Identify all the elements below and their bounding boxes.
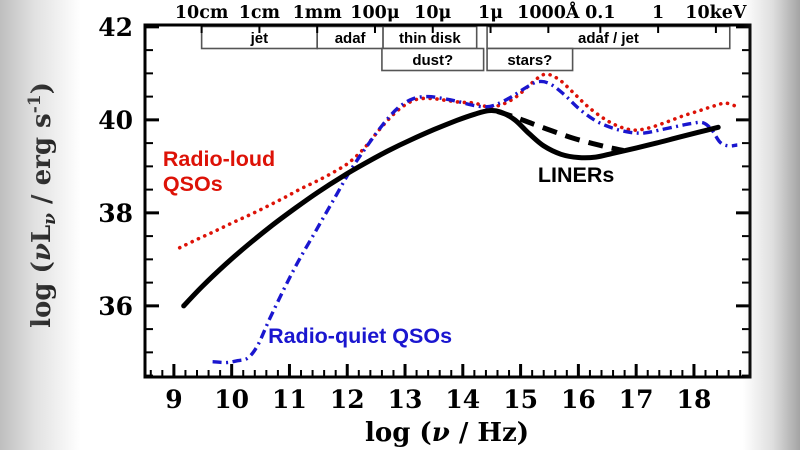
top-axis-label: 1mm xyxy=(293,3,343,23)
region-box-dust- xyxy=(381,47,485,72)
region-box-label: thin disk xyxy=(399,30,461,47)
region-box-label: stars? xyxy=(507,52,552,69)
x-tick-label: 13 xyxy=(388,385,423,414)
region-box-stars- xyxy=(486,47,574,72)
region-box-label: adaf xyxy=(335,30,367,47)
x-tick-label: 10 xyxy=(214,385,249,414)
curve-radio-quiet-qsos xyxy=(212,79,738,365)
curve-radio-loud-qsos xyxy=(177,72,740,250)
curve-liners xyxy=(181,107,721,309)
top-axis-label: 100μ xyxy=(350,3,400,23)
top-axis-label: 1μ xyxy=(478,3,503,23)
top-axis-label: 0.1 xyxy=(585,3,615,23)
x-tick-label: 14 xyxy=(445,385,480,414)
y-tick-label: 42 xyxy=(98,13,133,42)
x-axis-title: log (ν / Hz) xyxy=(365,418,529,448)
x-tick-label: 11 xyxy=(272,385,307,414)
y-tick-label: 40 xyxy=(98,106,133,135)
x-tick-label: 12 xyxy=(330,385,365,414)
top-axis-label: 1000Å xyxy=(517,1,580,23)
x-tick-label: 17 xyxy=(619,385,654,414)
top-axis-label: 10cm xyxy=(175,3,229,23)
y-tick-label: 38 xyxy=(98,199,133,228)
region-box-label: dust? xyxy=(412,52,453,69)
x-tick-label: 18 xyxy=(677,385,712,414)
top-axis-label: 10keV xyxy=(685,3,747,23)
x-tick-label: 9 xyxy=(165,385,182,414)
top-axis-label: 1 xyxy=(652,3,664,23)
y-axis-title: log (νLν / erg s-1) xyxy=(25,82,60,328)
top-axis-label: 1cm xyxy=(239,3,281,23)
region-box-label: adaf / jet xyxy=(578,30,639,47)
series-label-radio-quiet-qsos: Radio-quiet QSOs xyxy=(268,324,452,348)
x-tick-label: 16 xyxy=(561,385,596,414)
series-label-qsos: QSOs xyxy=(163,172,223,196)
region-box-label: jet xyxy=(250,30,269,47)
series-label-liners: LINERs xyxy=(538,163,615,187)
x-tick-label: 15 xyxy=(503,385,538,414)
top-axis-label: 10μ xyxy=(414,3,451,23)
y-tick-label: 36 xyxy=(98,292,133,321)
series-label-radio-loud: Radio-loud xyxy=(163,147,275,171)
